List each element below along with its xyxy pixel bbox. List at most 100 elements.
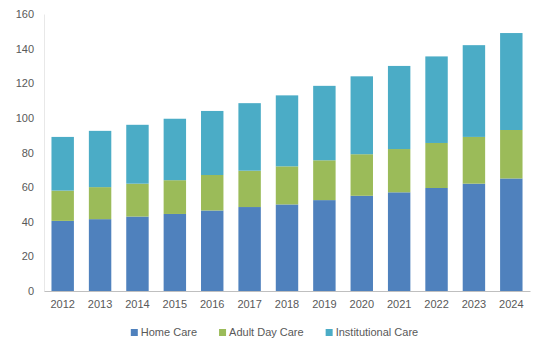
y-tick: 140 bbox=[16, 43, 44, 55]
x-tick: 2014 bbox=[125, 291, 149, 310]
bar bbox=[276, 166, 298, 204]
bar bbox=[463, 137, 485, 184]
y-axis-line bbox=[44, 15, 45, 292]
y-tick: 60 bbox=[22, 181, 44, 193]
x-tick: 2020 bbox=[350, 291, 374, 310]
bar bbox=[51, 221, 73, 291]
legend: Home Care Adult Day Care Institutional Car… bbox=[131, 326, 418, 338]
bar bbox=[276, 95, 298, 166]
bar bbox=[388, 66, 410, 149]
legend-label: Adult Day Care bbox=[229, 326, 304, 338]
bar bbox=[463, 184, 485, 291]
x-axis-line bbox=[45, 291, 531, 292]
y-tick: 120 bbox=[16, 77, 44, 89]
y-tick-label: 120 bbox=[16, 77, 34, 89]
bar bbox=[313, 200, 335, 291]
bar bbox=[164, 214, 186, 291]
bar bbox=[238, 171, 260, 207]
y-tick: 40 bbox=[22, 216, 44, 228]
bar bbox=[201, 175, 223, 210]
bar bbox=[89, 131, 111, 187]
bar bbox=[276, 204, 298, 291]
bar bbox=[425, 143, 447, 188]
y-tick-label: 20 bbox=[22, 250, 34, 262]
y-axis: 0 20 40 60 80 100 120 140 160 bbox=[16, 8, 45, 297]
bar bbox=[126, 125, 148, 184]
x-tick: 2024 bbox=[499, 291, 523, 310]
y-tick: 80 bbox=[22, 147, 44, 159]
x-tick: 2013 bbox=[88, 291, 112, 310]
x-tick: 2021 bbox=[387, 291, 411, 310]
y-tick: 20 bbox=[22, 250, 44, 262]
y-tick-label: 0 bbox=[28, 285, 34, 297]
x-tick-label: 2018 bbox=[275, 298, 299, 310]
legend-label: Home Care bbox=[141, 326, 197, 338]
bar bbox=[463, 45, 485, 137]
y-tick: 0 bbox=[28, 285, 44, 297]
legend-item: Home Care bbox=[131, 326, 197, 338]
legend-item: Institutional Care bbox=[326, 326, 419, 338]
bar bbox=[201, 111, 223, 175]
x-axis: 2012 2013 2014 2015 2016 2017 2018 2019 2020 2021… bbox=[45, 291, 531, 310]
x-tick-label: 2023 bbox=[462, 298, 486, 310]
bar bbox=[351, 76, 373, 154]
bar bbox=[51, 137, 73, 191]
x-tick-label: 2019 bbox=[312, 298, 336, 310]
bar bbox=[126, 217, 148, 291]
x-tick: 2012 bbox=[50, 291, 74, 310]
bar bbox=[388, 192, 410, 291]
y-tick-label: 140 bbox=[16, 43, 34, 55]
x-tick: 2017 bbox=[237, 291, 261, 310]
bar bbox=[164, 119, 186, 180]
bar bbox=[500, 178, 522, 291]
legend-swatch bbox=[131, 329, 138, 336]
bar bbox=[126, 184, 148, 217]
x-tick: 2016 bbox=[200, 291, 224, 310]
bar bbox=[89, 219, 111, 291]
x-tick-label: 2013 bbox=[88, 298, 112, 310]
x-tick-label: 2016 bbox=[200, 298, 224, 310]
bar bbox=[313, 160, 335, 200]
x-tick-label: 2014 bbox=[125, 298, 149, 310]
y-tick: 160 bbox=[16, 8, 44, 20]
bars bbox=[51, 33, 522, 291]
plot: 0204060801001201401602012201320142015201… bbox=[16, 8, 531, 310]
bar bbox=[238, 103, 260, 171]
bar bbox=[164, 180, 186, 214]
bar bbox=[425, 56, 447, 143]
bar bbox=[425, 188, 447, 291]
x-tick-label: 2015 bbox=[163, 298, 187, 310]
bar bbox=[500, 130, 522, 178]
x-tick: 2018 bbox=[275, 291, 299, 310]
series bbox=[51, 33, 522, 191]
x-tick-label: 2020 bbox=[350, 298, 374, 310]
bar bbox=[89, 187, 111, 219]
chart: 0204060801001201401602012201320142015201… bbox=[0, 0, 549, 353]
y-tick-label: 80 bbox=[22, 147, 34, 159]
y-tick-label: 40 bbox=[22, 216, 34, 228]
x-tick-label: 2021 bbox=[387, 298, 411, 310]
bar bbox=[351, 196, 373, 291]
x-tick: 2015 bbox=[163, 291, 187, 310]
bar bbox=[500, 33, 522, 130]
x-tick-label: 2024 bbox=[499, 298, 523, 310]
x-tick: 2022 bbox=[424, 291, 448, 310]
x-tick-label: 2012 bbox=[50, 298, 74, 310]
y-tick-label: 60 bbox=[22, 181, 34, 193]
y-tick: 100 bbox=[16, 112, 44, 124]
bar bbox=[238, 207, 260, 291]
bar bbox=[351, 154, 373, 196]
bar bbox=[201, 210, 223, 291]
legend-swatch bbox=[326, 329, 333, 336]
bar bbox=[388, 149, 410, 192]
y-tick-label: 160 bbox=[16, 8, 34, 20]
legend-swatch bbox=[219, 329, 226, 336]
legend-label: Institutional Care bbox=[336, 326, 419, 338]
x-tick-label: 2017 bbox=[237, 298, 261, 310]
x-tick: 2019 bbox=[312, 291, 336, 310]
x-tick: 2023 bbox=[462, 291, 486, 310]
legend-item: Adult Day Care bbox=[219, 326, 304, 338]
bar bbox=[313, 86, 335, 160]
bar bbox=[51, 191, 73, 221]
y-tick-label: 100 bbox=[16, 112, 34, 124]
